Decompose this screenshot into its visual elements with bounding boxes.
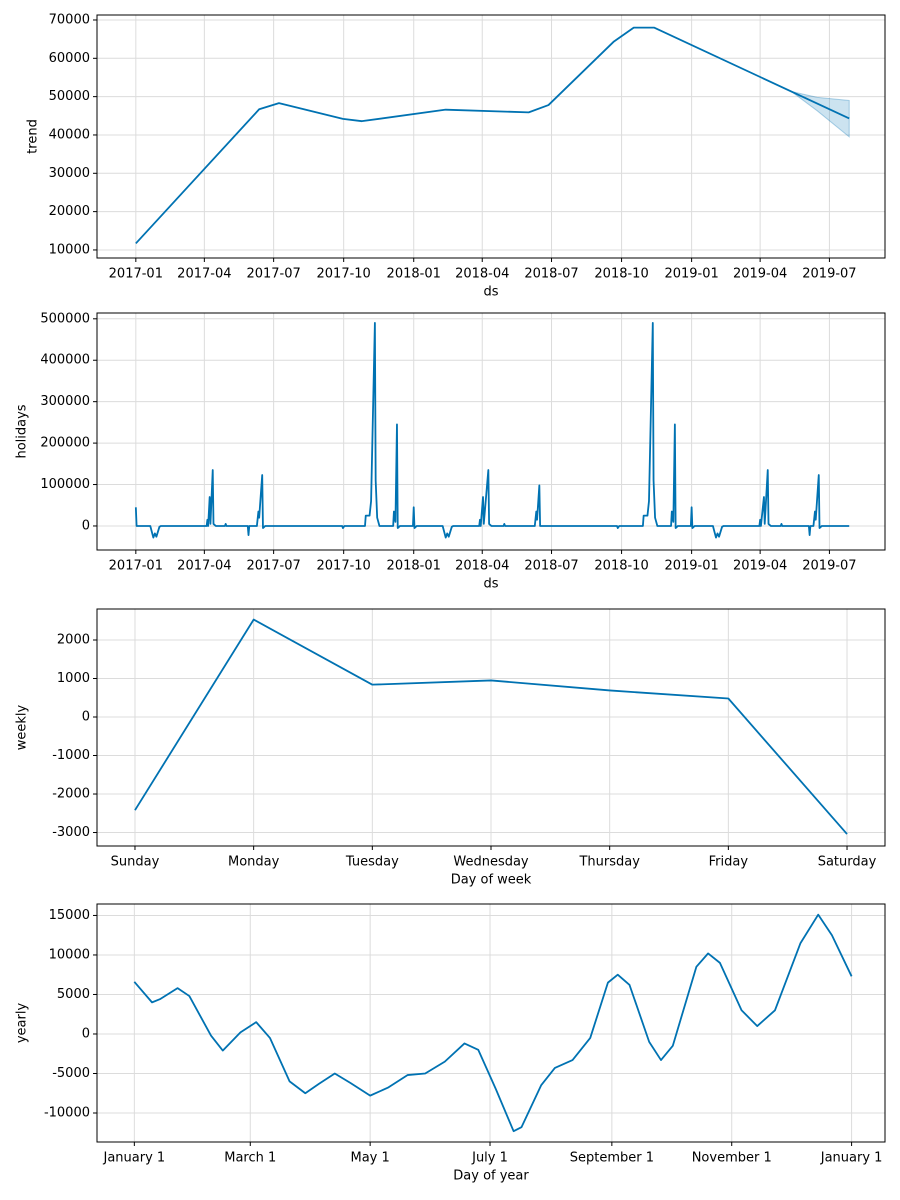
y-tick-label: 1000 [57,671,90,686]
x-tick-label: 2017-01 [109,559,163,574]
y-tick-label: 0 [82,518,90,533]
x-tick-label: Tuesday [345,855,399,870]
y-tick-label: 30000 [49,166,90,181]
x-tick-label: Wednesday [453,855,529,870]
x-tick-label: September 1 [570,1151,654,1166]
y-tick-label: -1000 [52,748,90,763]
x-tick-label: 2019-04 [733,559,787,574]
y-tick-label: -5000 [52,1066,90,1081]
x-tick-label: 2018-01 [387,559,441,574]
x-tick-label: 2018-10 [594,559,648,574]
axes-frame [96,312,886,551]
line [134,618,848,835]
axes-frame [96,608,886,847]
line [133,913,853,1133]
x-tick-label: Sunday [111,855,160,870]
x-axis-label: ds [483,285,498,300]
y-tick-label: 50000 [49,89,90,104]
x-tick-label: 2019-01 [664,559,718,574]
y-tick-label: 100000 [40,477,90,492]
x-tick-label: 2017-10 [317,267,371,282]
x-tick-label: 2018-10 [594,267,648,282]
y-axis-label: holidays [15,404,30,458]
x-tick-label: 2017-10 [317,559,371,574]
y-tick-label: 200000 [40,436,90,451]
y-tick-label: 10000 [49,242,90,257]
y-axis-label: trend [26,119,41,154]
x-tick-label: Friday [709,855,749,870]
x-axis-label: Day of week [451,873,532,888]
axes-frame [96,903,886,1143]
y-tick-label: 40000 [49,127,90,142]
x-tick-label: Monday [228,855,280,870]
x-tick-label: 2019-07 [802,267,856,282]
line [134,322,850,539]
x-tick-label: 2017-04 [177,559,231,574]
y-tick-label: 0 [82,710,90,725]
x-tick-label: 2017-07 [246,559,300,574]
y-axis-label: yearly [15,1003,30,1044]
y-tick-label: -3000 [52,825,90,840]
line [135,26,850,245]
y-tick-label: 10000 [49,947,90,962]
y-tick-label: 2000 [57,632,90,647]
y-tick-label: -10000 [44,1106,90,1121]
x-tick-label: Thursday [578,855,640,870]
x-tick-label: 2019-04 [733,267,787,282]
y-tick-label: 400000 [40,353,90,368]
x-tick-label: 2019-01 [664,267,718,282]
x-axis-label: Day of year [453,1169,529,1184]
x-tick-label: July 1 [471,1151,508,1166]
x-tick-label: 2017-01 [109,267,163,282]
x-tick-label: 2018-04 [455,267,509,282]
x-tick-label: January 1 [820,1151,883,1166]
y-tick-label: -2000 [52,787,90,802]
x-tick-label: 2017-07 [246,267,300,282]
y-tick-label: 0 [82,1026,90,1041]
x-tick-label: 2018-01 [387,267,441,282]
x-tick-label: 2017-04 [177,267,231,282]
y-tick-label: 500000 [40,311,90,326]
x-axis-label: ds [483,577,498,592]
y-tick-label: 70000 [49,12,90,27]
y-tick-label: 300000 [40,394,90,409]
y-tick-label: 20000 [49,204,90,219]
x-tick-label: 2019-07 [802,559,856,574]
y-tick-label: 5000 [57,987,90,1002]
y-tick-label: 15000 [49,908,90,923]
y-axis-label: weekly [15,704,30,750]
x-tick-label: 2018-07 [524,267,578,282]
axes-frame [96,14,886,259]
x-tick-label: 2018-04 [455,559,509,574]
x-tick-label: 2018-07 [524,559,578,574]
x-tick-label: Saturday [818,855,877,870]
x-tick-label: November 1 [692,1151,772,1166]
x-tick-label: May 1 [351,1151,390,1166]
x-tick-label: January 1 [102,1151,165,1166]
x-tick-label: March 1 [224,1151,276,1166]
y-tick-label: 60000 [49,51,90,66]
